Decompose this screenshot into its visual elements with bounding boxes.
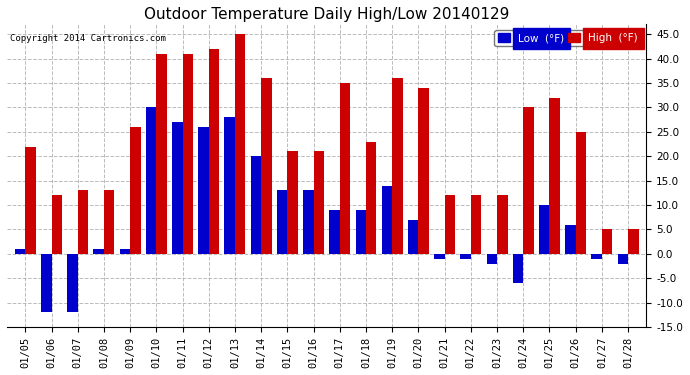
Title: Outdoor Temperature Daily High/Low 20140129: Outdoor Temperature Daily High/Low 20140… xyxy=(144,7,509,22)
Bar xyxy=(14,249,26,254)
Bar xyxy=(366,142,377,254)
Bar xyxy=(104,190,115,254)
Bar xyxy=(618,254,628,264)
Bar xyxy=(628,230,639,254)
Bar xyxy=(224,117,235,254)
Bar xyxy=(523,108,534,254)
Bar xyxy=(52,195,62,254)
Bar xyxy=(172,122,183,254)
Bar xyxy=(130,127,141,254)
Bar xyxy=(339,83,351,254)
Bar xyxy=(602,230,613,254)
Bar xyxy=(198,127,209,254)
Bar xyxy=(382,186,392,254)
Bar xyxy=(26,147,36,254)
Bar xyxy=(460,254,471,259)
Bar xyxy=(235,34,246,254)
Bar xyxy=(486,254,497,264)
Bar xyxy=(497,195,508,254)
Bar xyxy=(444,195,455,254)
Bar xyxy=(67,254,78,312)
Bar xyxy=(591,254,602,259)
Bar xyxy=(277,190,288,254)
Bar xyxy=(392,78,403,254)
Bar xyxy=(408,220,418,254)
Bar xyxy=(549,98,560,254)
Bar xyxy=(313,152,324,254)
Text: Copyright 2014 Cartronics.com: Copyright 2014 Cartronics.com xyxy=(10,34,166,43)
Bar xyxy=(119,249,130,254)
Bar xyxy=(93,249,104,254)
Bar xyxy=(262,78,272,254)
Bar xyxy=(513,254,523,283)
Bar xyxy=(471,195,482,254)
Bar xyxy=(539,205,549,254)
Bar xyxy=(329,210,339,254)
Bar xyxy=(434,254,444,259)
Bar xyxy=(288,152,298,254)
Bar xyxy=(183,54,193,254)
Bar xyxy=(250,156,262,254)
Bar xyxy=(146,108,157,254)
Bar xyxy=(41,254,52,312)
Bar xyxy=(303,190,313,254)
Bar xyxy=(418,88,429,254)
Bar xyxy=(157,54,167,254)
Bar xyxy=(78,190,88,254)
Bar xyxy=(565,225,575,254)
Bar xyxy=(355,210,366,254)
Bar xyxy=(575,132,586,254)
Bar xyxy=(209,49,219,254)
Legend: Low  (°F), High  (°F): Low (°F), High (°F) xyxy=(495,30,641,46)
